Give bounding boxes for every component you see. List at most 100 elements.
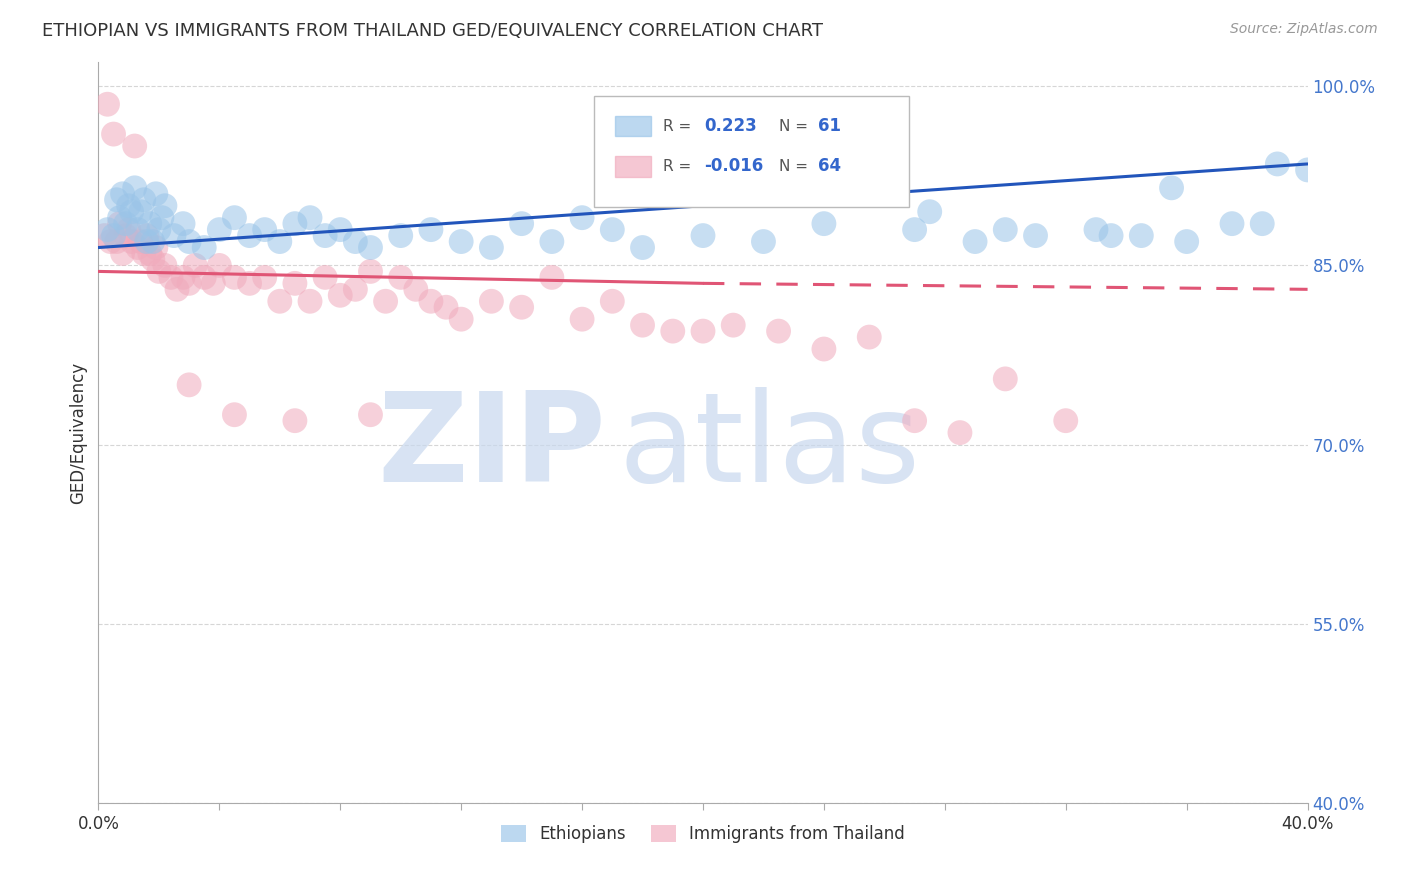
Point <box>224 408 246 422</box>
Point <box>329 288 352 302</box>
Point <box>904 222 927 236</box>
Point <box>118 222 141 236</box>
Text: 0.223: 0.223 <box>704 117 756 135</box>
Point <box>118 199 141 213</box>
Point <box>481 294 503 309</box>
Point <box>202 277 225 291</box>
Point <box>93 228 115 243</box>
Point <box>111 246 134 260</box>
Point <box>253 270 276 285</box>
Point <box>314 270 336 285</box>
Point <box>114 217 136 231</box>
Point <box>111 186 134 201</box>
Text: 61: 61 <box>818 117 841 135</box>
Point <box>284 217 307 231</box>
Point <box>121 204 143 219</box>
Point <box>142 235 165 249</box>
Point <box>105 235 128 249</box>
Point <box>129 204 152 219</box>
Point <box>153 199 176 213</box>
Point <box>602 222 624 236</box>
Point <box>142 252 165 267</box>
Text: ZIP: ZIP <box>378 387 606 508</box>
Point <box>768 324 790 338</box>
Text: N =: N = <box>779 159 808 174</box>
Point <box>360 408 382 422</box>
Point <box>602 294 624 309</box>
Point <box>389 270 412 285</box>
Point <box>193 270 215 285</box>
Point <box>949 425 972 440</box>
Point <box>148 264 170 278</box>
Point <box>692 324 714 338</box>
Point <box>284 277 307 291</box>
Point <box>723 318 745 333</box>
Point <box>103 127 125 141</box>
Point <box>132 193 155 207</box>
Point <box>299 211 322 225</box>
Point <box>124 181 146 195</box>
Point <box>571 312 593 326</box>
Point <box>858 330 880 344</box>
Point <box>96 222 118 236</box>
Point <box>135 235 157 249</box>
Point <box>434 300 457 314</box>
Point <box>284 414 307 428</box>
Point <box>224 270 246 285</box>
Point <box>299 294 322 309</box>
Point <box>129 235 152 249</box>
Y-axis label: GED/Equivalency: GED/Equivalency <box>69 361 87 504</box>
Point <box>314 228 336 243</box>
Point <box>145 240 167 255</box>
Point <box>193 240 215 255</box>
Point <box>253 222 276 236</box>
Point <box>1267 157 1289 171</box>
Point <box>179 277 201 291</box>
Point <box>1296 162 1319 177</box>
Point <box>124 139 146 153</box>
Point <box>510 300 533 314</box>
Point <box>121 235 143 249</box>
Point <box>172 270 194 285</box>
Point <box>208 222 231 236</box>
Point <box>224 211 246 225</box>
Point <box>994 222 1017 236</box>
Point <box>1024 228 1046 243</box>
Point <box>631 240 654 255</box>
Point <box>150 211 173 225</box>
Point <box>135 228 157 243</box>
Point <box>172 217 194 231</box>
Point <box>344 235 367 249</box>
Point <box>540 235 562 249</box>
Point <box>208 259 231 273</box>
Point <box>96 97 118 112</box>
Point <box>571 211 593 225</box>
Point <box>103 228 125 243</box>
Point <box>127 240 149 255</box>
Point <box>631 318 654 333</box>
Point <box>269 294 291 309</box>
Point <box>389 228 412 243</box>
Point <box>405 282 427 296</box>
Point <box>752 235 775 249</box>
Text: 64: 64 <box>818 157 841 175</box>
Point <box>1160 181 1182 195</box>
Point <box>179 235 201 249</box>
Point <box>450 235 472 249</box>
Point <box>813 342 835 356</box>
Point <box>114 228 136 243</box>
Point <box>374 294 396 309</box>
Text: ETHIOPIAN VS IMMIGRANTS FROM THAILAND GED/EQUIVALENCY CORRELATION CHART: ETHIOPIAN VS IMMIGRANTS FROM THAILAND GE… <box>42 22 823 40</box>
Point <box>132 246 155 260</box>
Point <box>127 222 149 236</box>
Point <box>420 294 443 309</box>
Point <box>239 277 262 291</box>
Text: R =: R = <box>664 159 692 174</box>
FancyBboxPatch shape <box>595 95 908 207</box>
Point <box>139 217 162 231</box>
Point <box>160 270 183 285</box>
Point <box>481 240 503 255</box>
Point <box>329 222 352 236</box>
Point <box>1175 235 1198 249</box>
Point <box>994 372 1017 386</box>
